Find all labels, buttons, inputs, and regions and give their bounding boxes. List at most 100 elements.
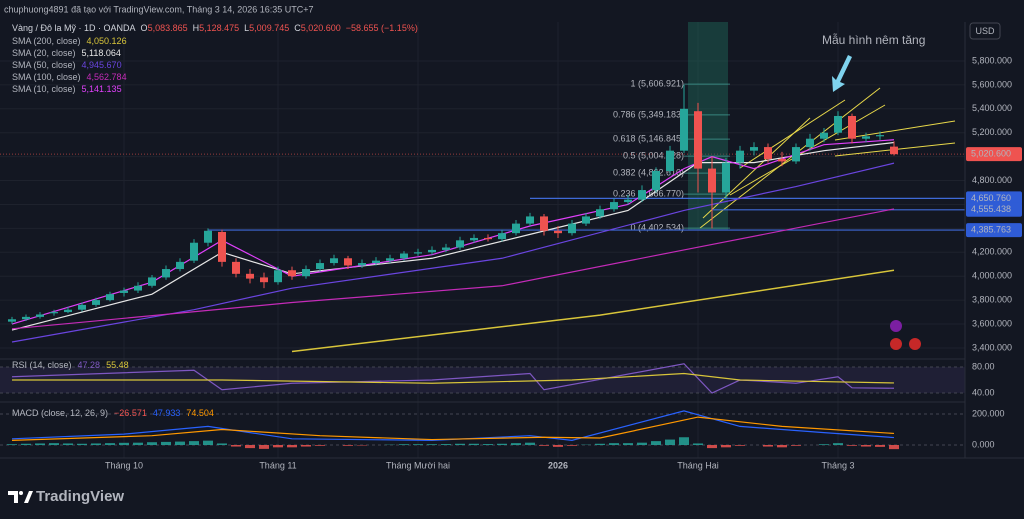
fib-label: 0.618 (5,146.845) xyxy=(613,133,684,143)
y-tick-label: 4,200.000 xyxy=(972,247,1012,257)
event-icon[interactable] xyxy=(890,338,902,350)
legend-part: SMA (20, close) xyxy=(12,48,76,58)
candle-body xyxy=(498,233,506,240)
histogram-bar xyxy=(301,445,311,447)
histogram-bar xyxy=(413,444,423,445)
indicator-line xyxy=(11,139,895,325)
candle-body xyxy=(246,273,254,279)
currency-button[interactable] xyxy=(969,22,1001,40)
candle-body xyxy=(484,237,492,240)
indicator-line xyxy=(291,269,895,353)
fib-label: 0.786 (5,349.183) xyxy=(613,109,684,119)
candle-body xyxy=(260,277,268,283)
legend-part: 5,009.745 xyxy=(249,23,289,33)
histogram-bar xyxy=(483,444,493,445)
fib-label: 0 (4,402.534) xyxy=(630,222,684,232)
indicator-line xyxy=(12,372,895,384)
price-box xyxy=(966,223,1022,238)
histogram-bar xyxy=(511,443,521,445)
legend-part: H xyxy=(193,23,200,33)
price-box xyxy=(966,202,1022,217)
histogram-bar xyxy=(861,445,871,447)
legend-part: C xyxy=(294,23,301,33)
logo-mark xyxy=(8,491,18,503)
legend-part: RSI (14, close) xyxy=(12,360,72,370)
histogram-bar xyxy=(217,443,227,445)
ohlc-legend: Vàng / Đô la Mỹ · 1D · OANDA O5,083.865 H5… xyxy=(12,23,418,33)
annotation-arrow xyxy=(832,55,852,92)
legend-part: −26.571 xyxy=(114,408,147,418)
legend-part: 4,050.126 xyxy=(87,36,127,46)
candle-body xyxy=(386,258,394,261)
currency-label: USD xyxy=(975,26,995,36)
legend-part: 47.28 xyxy=(78,360,101,370)
legend-part: L xyxy=(244,23,249,33)
indicator-legend: MACD (close, 12, 26, 9) −26.571 47.933 74.5… xyxy=(12,408,214,418)
candle-body xyxy=(596,209,604,217)
candle-body xyxy=(176,261,184,270)
legend-part: O xyxy=(141,23,148,33)
candle-body xyxy=(638,190,646,200)
candle-body xyxy=(820,132,828,139)
brand: TradingView xyxy=(36,488,124,505)
candle-body xyxy=(862,136,870,139)
candle-body xyxy=(442,247,450,250)
legend-part: 5,083.865 xyxy=(148,23,188,33)
histogram-bar xyxy=(133,442,143,445)
legend-part: 74.504 xyxy=(186,408,214,418)
histogram-bar xyxy=(175,441,185,445)
histogram-bar xyxy=(819,444,829,445)
histogram-bar xyxy=(315,445,325,446)
price-box-label: 4,555.438 xyxy=(971,204,1011,214)
y-tick-label: 5,600.000 xyxy=(972,79,1012,89)
histogram-bar xyxy=(665,439,675,445)
legend-part: 47.933 xyxy=(153,408,181,418)
candle-body xyxy=(526,216,534,224)
legend-part: −58.655 (−1.15%) xyxy=(346,23,418,33)
event-icon[interactable] xyxy=(909,338,921,350)
legend-part: SMA (10, close) xyxy=(12,84,76,94)
wedge-line xyxy=(699,87,881,229)
candle-body xyxy=(134,285,142,291)
logo-mark xyxy=(19,491,23,495)
indicator-line xyxy=(11,141,895,331)
histogram-bar xyxy=(343,445,353,446)
indicator-line xyxy=(11,416,895,441)
histogram-bar xyxy=(189,441,199,445)
histogram-bar xyxy=(245,445,255,449)
y-tick-label: 80.00 xyxy=(972,361,995,371)
candle-body xyxy=(708,168,716,193)
candle-body xyxy=(568,223,576,234)
candle-body xyxy=(204,230,212,243)
legend-part: 4,945.670 xyxy=(82,60,122,70)
x-tick-label: Tháng Hai xyxy=(677,460,719,470)
candle-body xyxy=(792,147,800,162)
legend-part: 5,020.600 xyxy=(301,23,341,33)
histogram-bar xyxy=(847,445,857,446)
event-icon[interactable] xyxy=(890,320,902,332)
y-tick-label: 0.000 xyxy=(972,439,995,449)
candle-body xyxy=(414,252,422,254)
candle-body xyxy=(876,135,884,137)
candle-body xyxy=(428,249,436,253)
x-tick-label: Tháng 11 xyxy=(259,460,296,470)
candle-body xyxy=(470,237,478,241)
candle-body xyxy=(274,270,282,283)
histogram-bar xyxy=(63,443,73,445)
indicator-legend: SMA (50, close) 4,945.670 xyxy=(12,60,122,70)
histogram-bar xyxy=(651,441,661,445)
histogram-bar xyxy=(273,445,283,448)
histogram-bar xyxy=(497,443,507,445)
background-layer xyxy=(0,22,965,458)
candle-body xyxy=(22,316,30,320)
y-tick-label: 200.000 xyxy=(972,408,1005,418)
logo-mark xyxy=(24,491,33,503)
histogram-bar xyxy=(833,443,843,445)
candle-body xyxy=(372,260,380,264)
candle-body xyxy=(358,263,366,266)
candle-body xyxy=(610,202,618,210)
candle-body xyxy=(78,304,86,310)
histogram-bar xyxy=(553,445,563,447)
main-layer: 3,400.000 3,600.000 3,800.000 4,000.000 4,20… xyxy=(7,36,1022,470)
